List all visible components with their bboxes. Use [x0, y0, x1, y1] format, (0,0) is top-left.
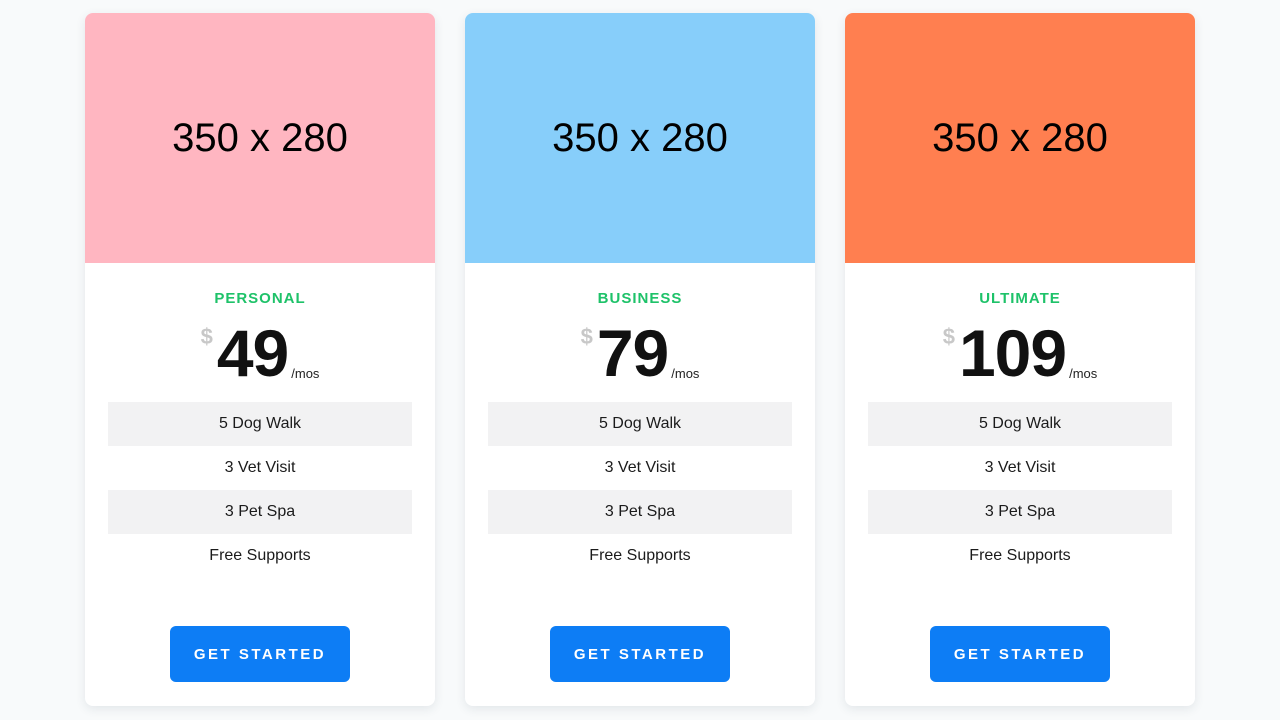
- card-body: PERSONAL $ 49 /mos 5 Dog Walk 3 Vet Visi…: [85, 263, 435, 706]
- price-amount: 109: [958, 316, 1067, 390]
- image-placeholder-label: 350 x 280: [172, 115, 348, 160]
- plan-title: ULTIMATE: [979, 290, 1061, 307]
- get-started-button[interactable]: GET STARTED: [930, 626, 1110, 682]
- currency-symbol: $: [942, 324, 955, 349]
- price: $ 49 /mos: [201, 320, 320, 386]
- get-started-button[interactable]: GET STARTED: [170, 626, 350, 682]
- feature-list: 5 Dog Walk 3 Vet Visit 3 Pet Spa Free Su…: [85, 402, 435, 578]
- plan-image-ultimate: 350 x 280: [845, 13, 1195, 263]
- feature-item: 3 Pet Spa: [108, 490, 412, 534]
- feature-list: 5 Dog Walk 3 Vet Visit 3 Pet Spa Free Su…: [465, 402, 815, 578]
- feature-item: 3 Pet Spa: [488, 490, 792, 534]
- feature-item: 5 Dog Walk: [868, 402, 1172, 446]
- price-period: /mos: [1069, 366, 1098, 381]
- card-body: BUSINESS $ 79 /mos 5 Dog Walk 3 Vet Visi…: [465, 263, 815, 706]
- price-period: /mos: [291, 366, 320, 381]
- card-body: ULTIMATE $ 109 /mos 5 Dog Walk 3 Vet Vis…: [845, 263, 1195, 706]
- feature-item: Free Supports: [589, 547, 691, 564]
- plan-title: PERSONAL: [214, 290, 306, 307]
- price-amount: 49: [216, 316, 289, 390]
- image-placeholder-label: 350 x 280: [932, 115, 1108, 160]
- feature-item: 5 Dog Walk: [488, 402, 792, 446]
- feature-item: Free Supports: [969, 547, 1071, 564]
- feature-item: 3 Vet Visit: [224, 459, 296, 476]
- feature-item: 3 Vet Visit: [984, 459, 1056, 476]
- plan-image-business: 350 x 280: [465, 13, 815, 263]
- price: $ 79 /mos: [581, 320, 700, 386]
- plan-image-personal: 350 x 280: [85, 13, 435, 263]
- feature-item: 3 Pet Spa: [868, 490, 1172, 534]
- pricing-card-ultimate: 350 x 280 ULTIMATE $ 109 /mos 5 Dog Walk…: [845, 13, 1195, 706]
- image-placeholder-label: 350 x 280: [552, 115, 728, 160]
- currency-symbol: $: [580, 324, 593, 349]
- plan-title: BUSINESS: [597, 290, 683, 307]
- feature-item: 3 Vet Visit: [604, 459, 676, 476]
- price: $ 109 /mos: [943, 320, 1098, 386]
- get-started-button[interactable]: GET STARTED: [550, 626, 730, 682]
- price-amount: 79: [596, 316, 669, 390]
- price-period: /mos: [671, 366, 700, 381]
- feature-item: 5 Dog Walk: [108, 402, 412, 446]
- feature-list: 5 Dog Walk 3 Vet Visit 3 Pet Spa Free Su…: [845, 402, 1195, 578]
- currency-symbol: $: [200, 324, 213, 349]
- pricing-card-personal: 350 x 280 PERSONAL $ 49 /mos 5 Dog Walk …: [85, 13, 435, 706]
- pricing-card-business: 350 x 280 BUSINESS $ 79 /mos 5 Dog Walk …: [465, 13, 815, 706]
- feature-item: Free Supports: [209, 547, 311, 564]
